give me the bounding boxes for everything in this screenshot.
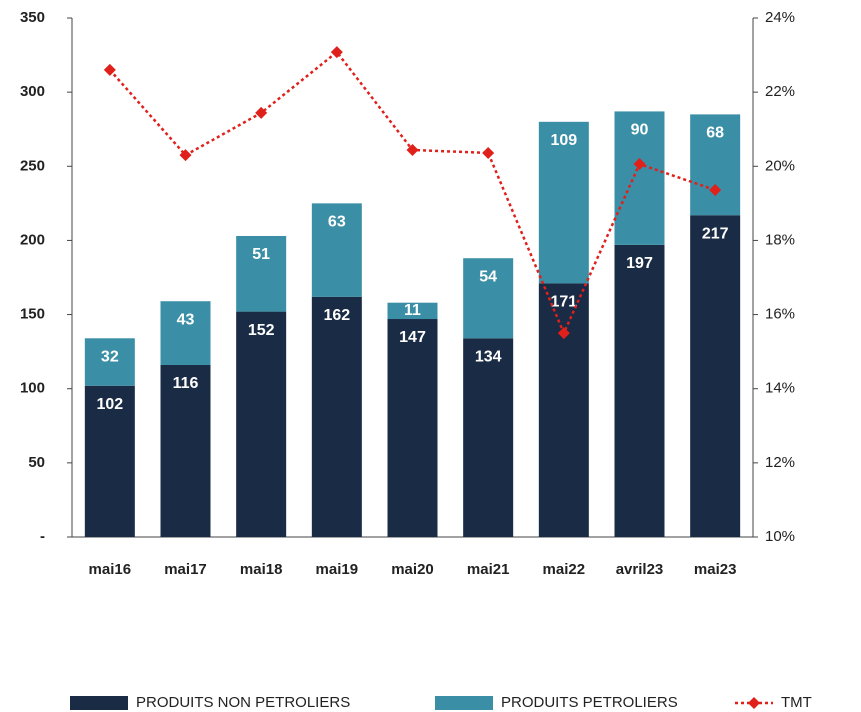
bar-segment [690,215,741,537]
y-tick-label: 350 [20,9,45,26]
line-marker [103,63,116,76]
y-tick-label: 300 [20,83,45,100]
value-label: 102 [96,396,123,413]
value-label: 134 [475,349,502,366]
line-marker [557,327,570,340]
line-marker [482,146,495,159]
x-tick-label: avril23 [616,561,664,578]
line-marker [633,158,646,171]
bar-segment [463,338,514,537]
bar-segment [160,301,211,365]
bar-segment [84,338,135,386]
line-marker [255,106,268,119]
x-tick-label: mai21 [467,561,510,578]
bar-segment [614,111,665,245]
legend-swatch [435,696,493,710]
bar-segment [236,311,287,537]
value-label: 68 [706,125,724,142]
x-tick-label: mai16 [89,561,132,578]
legend-label: TMT [781,694,812,711]
legend-label: PRODUITS NON PETROLIERS [136,694,350,711]
bar-segment [538,283,589,537]
value-label: 171 [550,294,577,311]
x-tick-label: mai19 [316,561,359,578]
value-label: 43 [177,311,195,328]
y2-tick-label: 14% [765,380,795,397]
line-marker [179,149,192,162]
value-label: 217 [702,225,729,242]
value-label: 54 [479,268,497,285]
y-tick-label: 50 [28,454,45,471]
x-tick-label: mai18 [240,561,283,578]
line-marker [406,143,419,156]
y2-tick-label: 16% [765,306,795,323]
value-label: 63 [328,214,346,231]
legend-swatch [70,696,128,710]
bar-segment [311,203,362,297]
y2-tick-label: 10% [765,528,795,545]
value-label: 147 [399,329,426,346]
value-label: 197 [626,255,653,272]
line-marker [709,184,722,197]
value-label: 90 [631,122,649,139]
bar-segment [463,258,514,339]
x-tick-label: mai23 [694,561,737,578]
value-label: 109 [550,132,577,149]
y2-tick-label: 20% [765,157,795,174]
bar-segment [690,114,741,216]
value-label: 116 [173,375,199,392]
bar-segment [538,121,589,284]
value-label: 11 [404,302,421,319]
y-tick-label: 100 [20,380,45,397]
y-tick-label: - [40,528,45,545]
y-tick-label: 200 [20,231,45,248]
y2-tick-label: 22% [765,83,795,100]
bar-segment [160,364,211,537]
legend-label: PRODUITS PETROLIERS [501,694,678,711]
value-label: 162 [323,307,350,324]
y2-tick-label: 12% [765,454,795,471]
y2-tick-label: 18% [765,231,795,248]
bar-segment [236,235,287,312]
line-marker [330,46,343,59]
bar-segment [84,385,135,537]
bar-segment [614,244,665,537]
x-tick-label: mai20 [391,561,434,578]
y2-tick-label: 24% [765,9,795,26]
value-label: 152 [248,322,275,339]
value-label: 51 [252,246,270,263]
x-tick-label: mai17 [164,561,207,578]
y-tick-label: 250 [20,157,45,174]
value-label: 32 [101,349,119,366]
bar-segment [387,302,438,320]
bar-segment [387,319,438,537]
legend-marker [748,697,760,709]
bar-segment [311,296,362,537]
y-tick-label: 150 [20,306,45,323]
x-tick-label: mai22 [543,561,586,578]
